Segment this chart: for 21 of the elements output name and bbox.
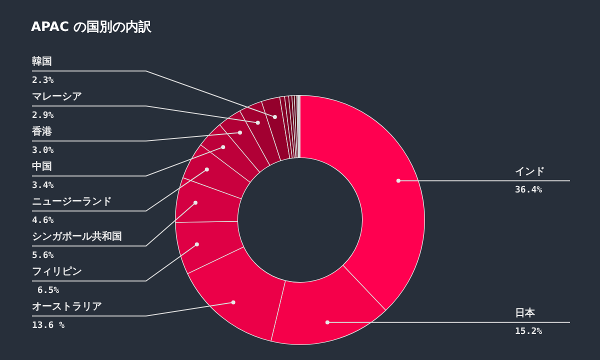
slice-label: 中国: [32, 160, 52, 173]
data-label: 2.9%: [32, 110, 54, 121]
data-label: 3.4%: [32, 180, 54, 191]
slice-label: 香港: [31, 126, 53, 138]
data-label: 5.6%: [32, 250, 54, 261]
slice-label: シンガポール共和国: [32, 230, 122, 243]
data-label: 4.6%: [32, 216, 54, 226]
slice-label: インド: [515, 166, 545, 178]
data-label: 15.2%: [515, 327, 543, 338]
data-label: 2.3%: [32, 76, 54, 86]
data-label: 13.6 %: [32, 320, 66, 331]
slice-label: 日本: [515, 306, 536, 319]
slice-label: マレーシア: [32, 92, 82, 103]
slice-label: ニュージーランド: [32, 196, 112, 208]
slice-label: オーストラリア: [32, 302, 102, 313]
data-label: 36.4%: [515, 186, 543, 196]
slice-label: フィリピン: [32, 266, 82, 278]
slice-label: 韓国: [32, 56, 52, 68]
data-label: 6.5%: [32, 286, 60, 296]
chart-title: APAC の国別の内訳: [31, 19, 152, 36]
data-label: 3.0%: [32, 146, 54, 156]
